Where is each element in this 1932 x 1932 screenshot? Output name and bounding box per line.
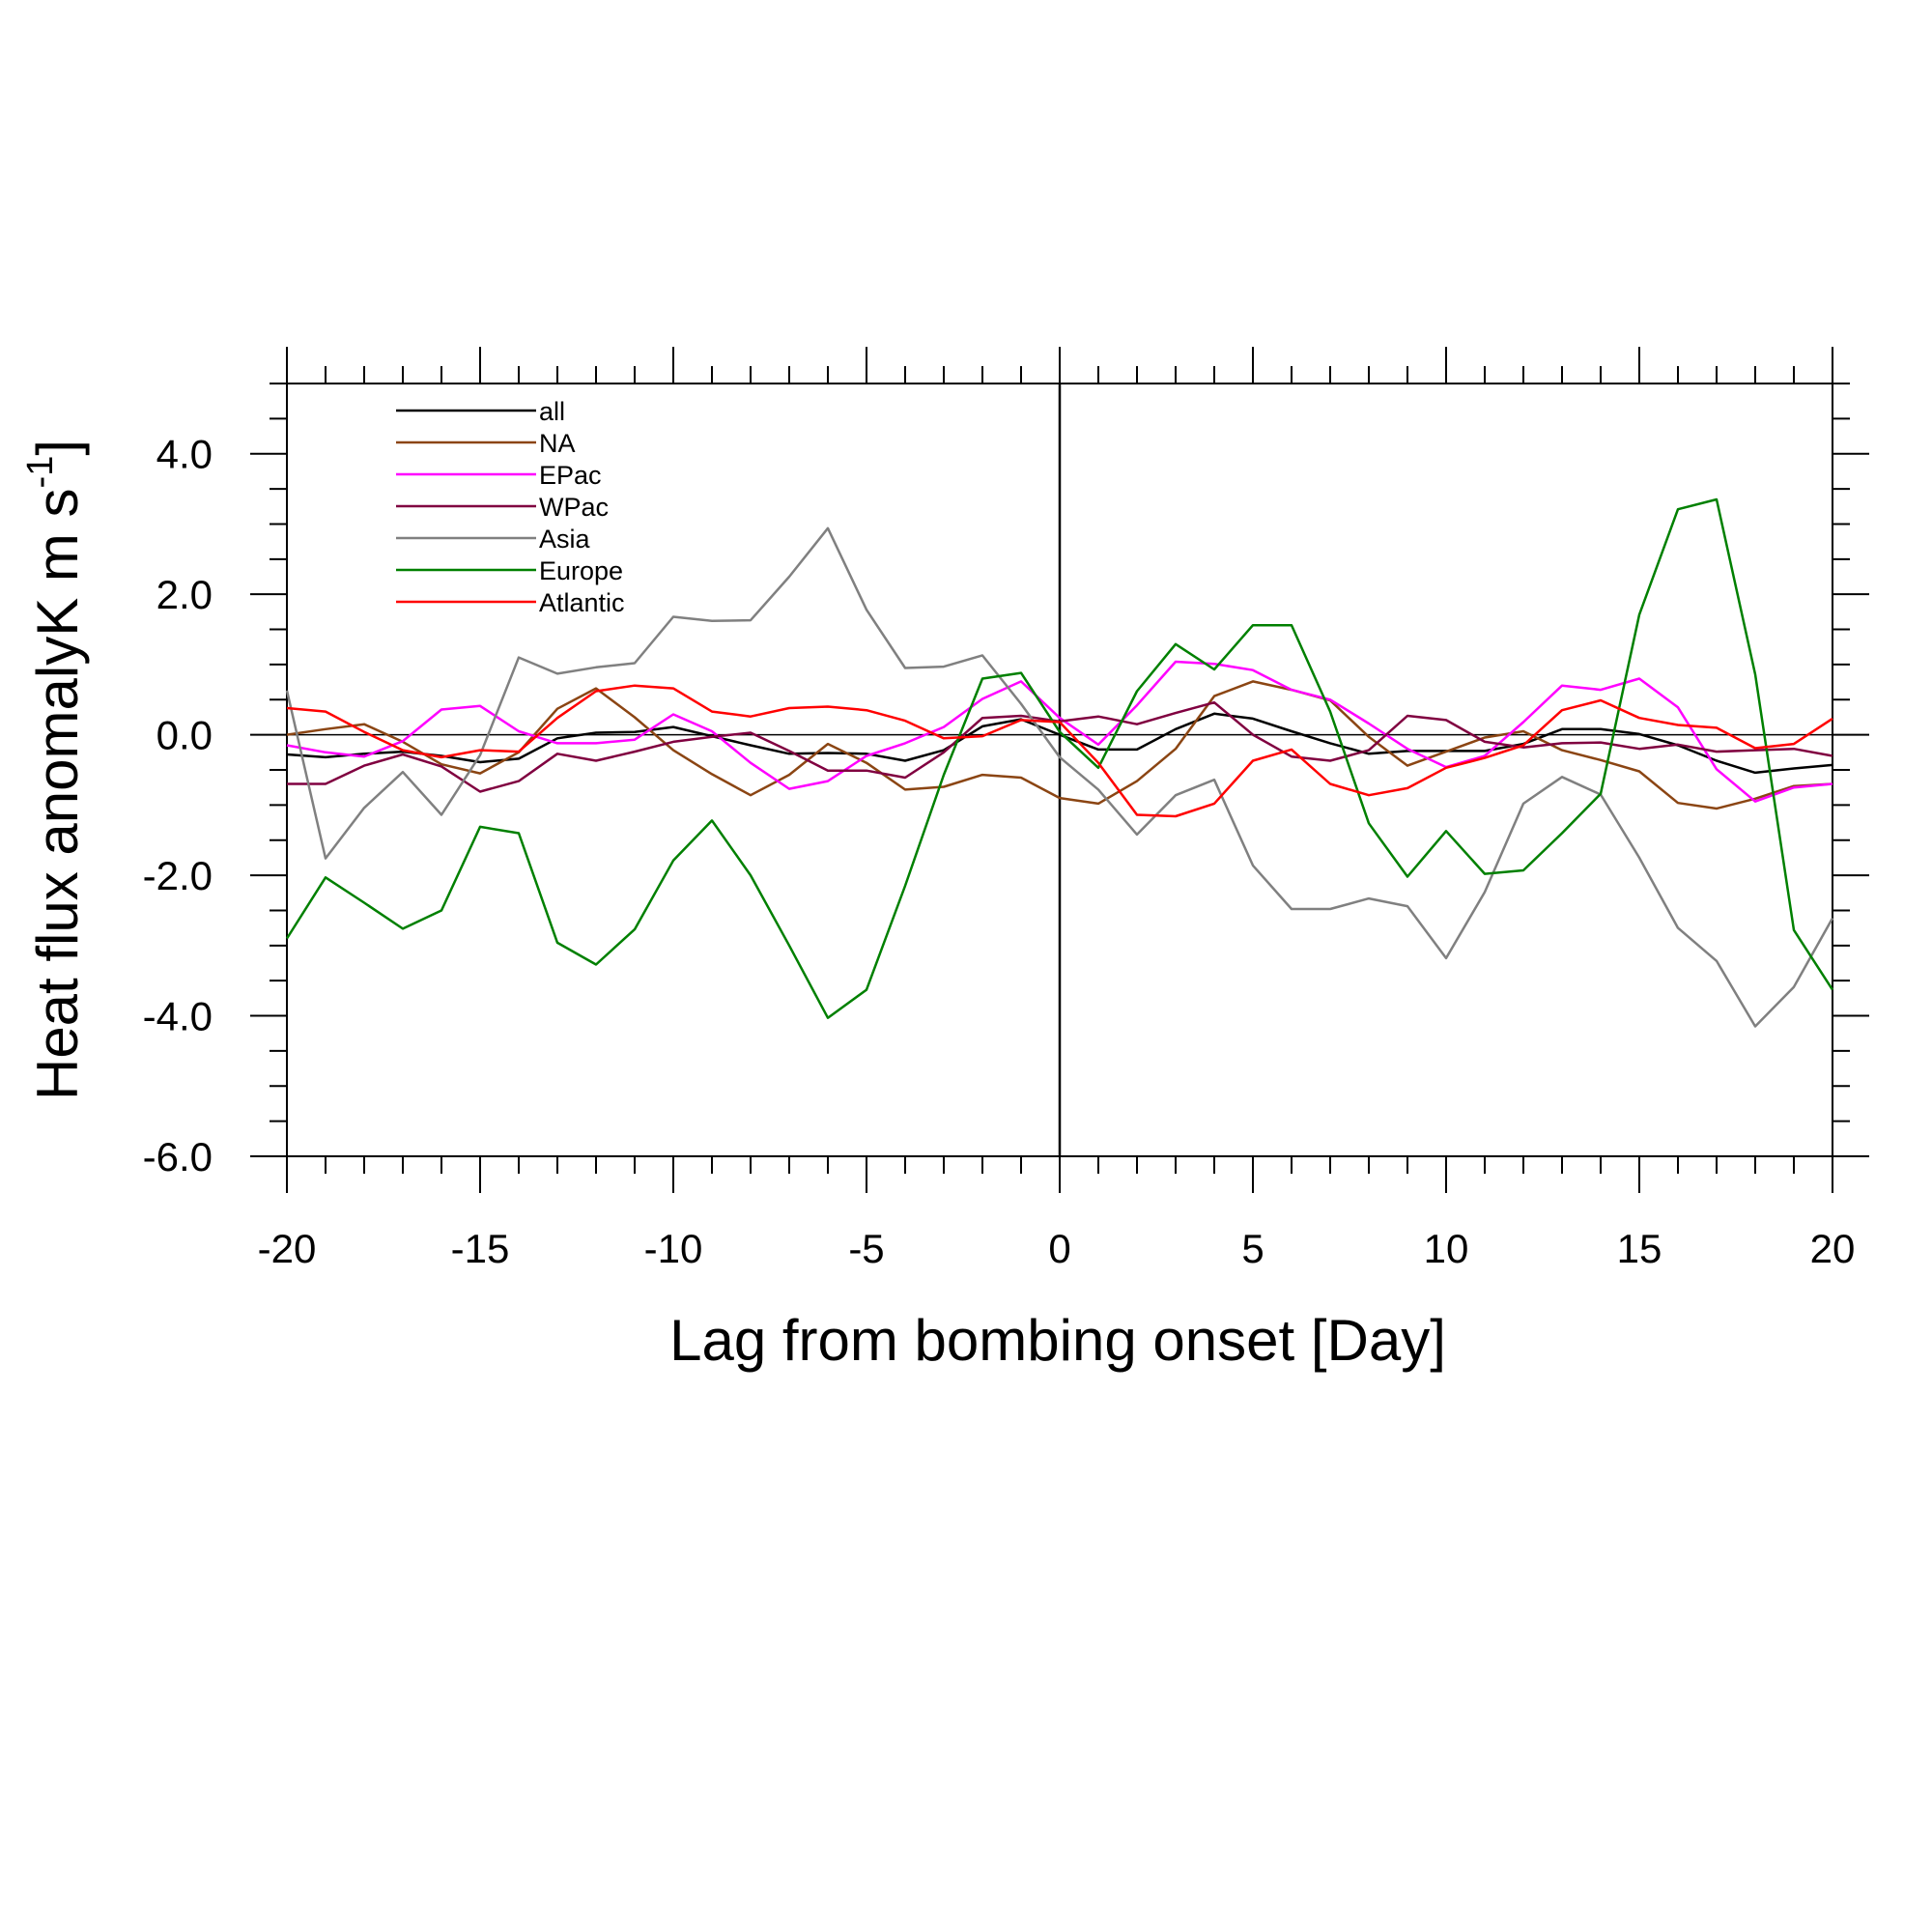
legend-label: Asia xyxy=(539,525,591,554)
x-tick-label: 0 xyxy=(1048,1226,1070,1271)
series-line-europe xyxy=(285,497,1834,1019)
legend-item-all: all xyxy=(396,397,565,426)
legend-item-wpac: WPac xyxy=(396,493,609,522)
x-tick-label: 10 xyxy=(1424,1226,1469,1271)
legend-item-asia: Asia xyxy=(396,525,591,554)
tick-labels: -20 -15 -10 -5 0 5 10 15 20 -6.0 -4.0 -2.0 0.0 2.0 4.0 xyxy=(143,432,1856,1271)
series-line-asia xyxy=(285,526,1834,1028)
x-tick-label: 15 xyxy=(1617,1226,1662,1271)
series-line-epac xyxy=(286,660,1833,803)
legend-item-na: NA xyxy=(396,429,576,458)
reference-lines xyxy=(287,384,1833,1156)
x-tick-label: 5 xyxy=(1241,1226,1264,1271)
legend-label: all xyxy=(539,397,565,426)
legend-label: NA xyxy=(539,429,576,458)
legend-label: Atlantic xyxy=(539,588,625,617)
y-axis-title: Heat flux anomalyK m s-1] xyxy=(20,440,90,1100)
y-tick-label: 4.0 xyxy=(156,432,213,477)
y-tick-label: -2.0 xyxy=(143,853,213,898)
series-lines xyxy=(285,497,1834,1028)
y-axis-title-sup: -1 xyxy=(20,456,61,489)
series-line-all xyxy=(286,712,1833,775)
y-tick-label: -4.0 xyxy=(143,994,213,1039)
y-axis-title-main: Heat flux anomalyK m s xyxy=(25,488,90,1100)
x-tick-label: -5 xyxy=(848,1226,884,1271)
x-tick-label: -20 xyxy=(258,1226,317,1271)
y-tick-label: -6.0 xyxy=(143,1134,213,1179)
y-tick-label: 2.0 xyxy=(156,572,213,617)
x-tick-label: -15 xyxy=(451,1226,510,1271)
legend-item-atlantic: Atlantic xyxy=(396,588,625,617)
axis-ticks xyxy=(250,347,1869,1193)
legend-label: WPac xyxy=(539,493,609,522)
y-axis-title-tail: ] xyxy=(25,440,90,456)
legend-item-epac: EPac xyxy=(396,461,602,490)
x-axis-title: Lag from bombing onset [Day] xyxy=(669,1308,1446,1373)
legend-item-europe: Europe xyxy=(396,556,623,585)
legend-label: Europe xyxy=(539,556,623,585)
series-line-atlantic xyxy=(286,684,1833,818)
series-line-na xyxy=(286,680,1833,810)
x-tick-label: -10 xyxy=(644,1226,703,1271)
legend-label: EPac xyxy=(539,461,602,490)
x-tick-label: 20 xyxy=(1810,1226,1856,1271)
y-tick-label: 0.0 xyxy=(156,713,213,758)
